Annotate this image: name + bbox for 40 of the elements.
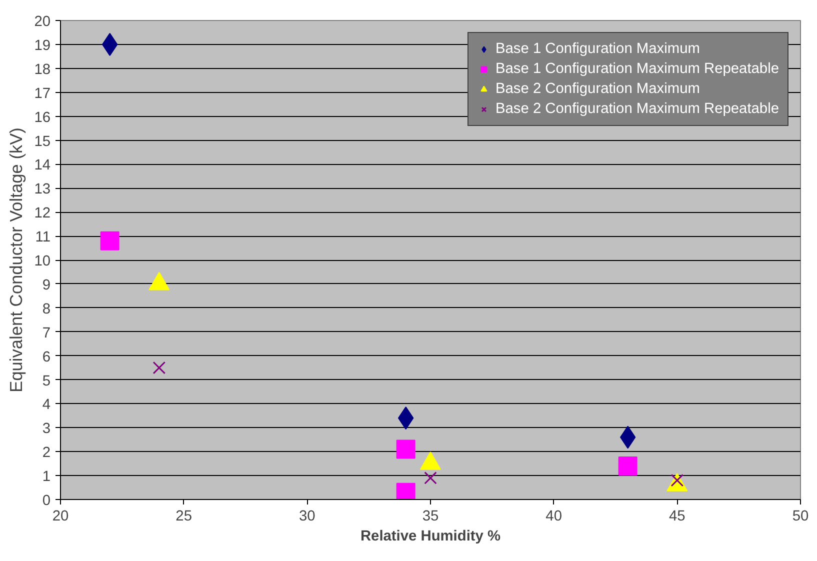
y-tick-label: 16 bbox=[34, 110, 51, 126]
y-tick-label: 18 bbox=[34, 62, 51, 78]
y-tick-label: 4 bbox=[42, 397, 51, 414]
y-tick-label: 0 bbox=[42, 493, 51, 509]
y-tick-label: 11 bbox=[35, 230, 51, 246]
y-tick-label: 10 bbox=[34, 254, 51, 270]
y-tick-label: 14 bbox=[34, 158, 51, 174]
y-tick-label: 3 bbox=[42, 421, 51, 438]
legend-label: Base 1 Configuration Maximum Repeatable bbox=[495, 61, 779, 77]
point bbox=[396, 440, 416, 459]
y-tick-label: 9 bbox=[42, 277, 51, 294]
y-tick-label: 8 bbox=[42, 301, 51, 318]
y-tick-label: 6 bbox=[42, 349, 51, 366]
y-tick-label: 7 bbox=[42, 325, 51, 342]
y-tick-label: 1 bbox=[42, 469, 51, 486]
x-tick-label: 45 bbox=[669, 508, 686, 524]
y-tick-label: 12 bbox=[34, 206, 51, 222]
x-tick-label: 35 bbox=[422, 508, 439, 524]
x-tick-label: 25 bbox=[176, 508, 192, 524]
x-tick-label: 20 bbox=[52, 508, 69, 524]
y-tick-label: 13 bbox=[34, 182, 51, 198]
point bbox=[152, 361, 166, 374]
point bbox=[618, 456, 638, 476]
x-tick-label: 50 bbox=[792, 508, 809, 524]
x-tick-label: 30 bbox=[299, 508, 316, 524]
x-tick-label: 40 bbox=[546, 508, 562, 524]
legend-label: Base 2 Configuration Maximum Repeatable bbox=[495, 101, 779, 117]
y-tick-label: 5 bbox=[42, 373, 51, 390]
y-tick-label: 2 bbox=[42, 445, 51, 462]
legend-label: Base 2 Configuration Maximum bbox=[495, 81, 700, 97]
y-tick-label: 19 bbox=[34, 38, 51, 54]
point bbox=[100, 231, 120, 250]
y-tick-label: 17 bbox=[34, 86, 51, 102]
legend-label: Base 1 Configuration Maximum bbox=[495, 41, 700, 57]
point bbox=[424, 472, 437, 484]
x-axis-title: Relative Humidity % bbox=[360, 528, 501, 544]
y-tick-label: 20 bbox=[34, 14, 51, 30]
y-axis-title: Equivalent Conductor Voltage (kV) bbox=[6, 128, 26, 392]
point bbox=[396, 482, 416, 500]
y-tick-label: 15 bbox=[34, 134, 51, 150]
